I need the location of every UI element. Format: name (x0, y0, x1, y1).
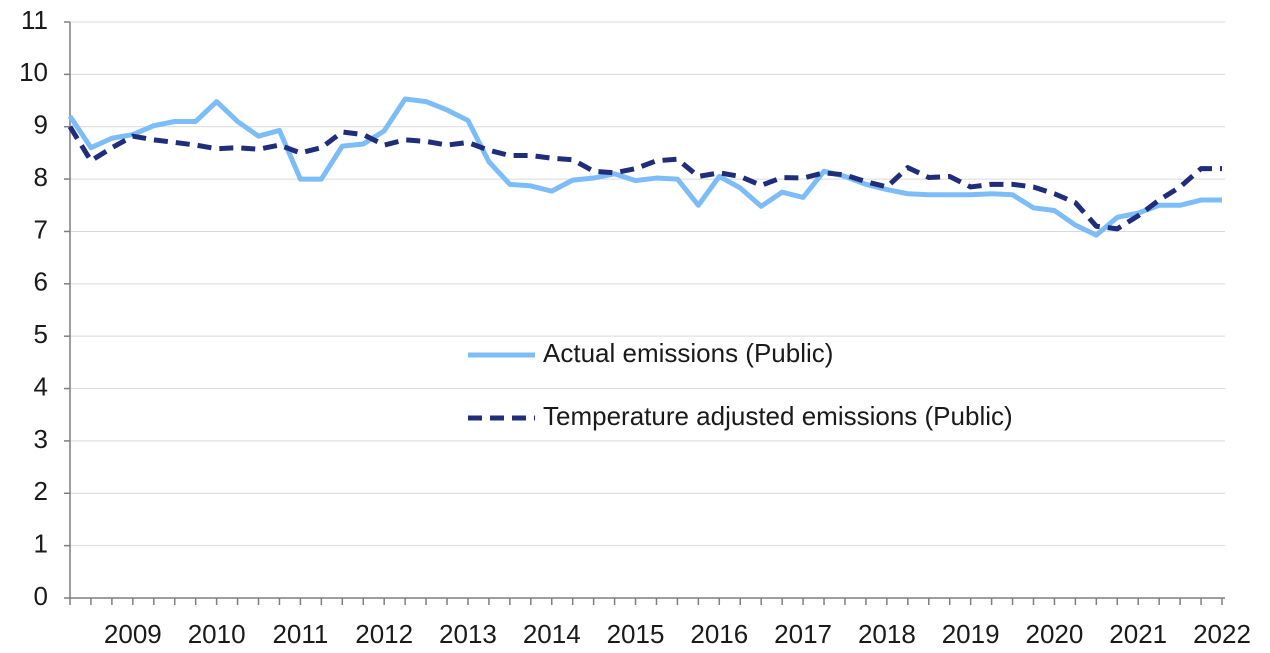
y-tick-label: 9 (34, 110, 48, 140)
x-tick-label: 2017 (774, 619, 832, 649)
y-tick-label: 1 (34, 529, 48, 559)
line-series (67, 96, 1222, 238)
x-tick-label: 2009 (104, 619, 162, 649)
x-tick-label: 2015 (607, 619, 665, 649)
x-tick-label: 2020 (1026, 619, 1084, 649)
y-tick-label: 6 (34, 267, 48, 297)
legend-label: Temperature adjusted emissions (Public) (543, 401, 1013, 431)
x-tick-label: 2022 (1193, 619, 1251, 649)
y-tick-label: 5 (34, 319, 48, 349)
y-tick-label: 0 (34, 581, 48, 611)
legend-label: Actual emissions (Public) (543, 338, 833, 368)
y-tick-label: 3 (34, 424, 48, 454)
x-tick-label: 2016 (690, 619, 748, 649)
y-tick-label: 10 (19, 57, 48, 87)
y-tick-label: 11 (21, 5, 48, 35)
x-tick-label: 2018 (858, 619, 916, 649)
x-tick-label: 2011 (272, 619, 328, 649)
y-tick-label: 8 (34, 162, 48, 192)
line-series (67, 125, 1222, 232)
x-tick-label: 2014 (523, 619, 581, 649)
x-tick-label: 2021 (1109, 619, 1167, 649)
x-tick-label: 2010 (188, 619, 246, 649)
y-tick-label: 7 (34, 214, 48, 244)
x-tick-label: 2012 (355, 619, 413, 649)
y-tick-label: 2 (34, 476, 48, 506)
x-tick-label: 2019 (942, 619, 1000, 649)
y-tick-label: 4 (34, 371, 48, 401)
x-tick-label: 2013 (439, 619, 497, 649)
